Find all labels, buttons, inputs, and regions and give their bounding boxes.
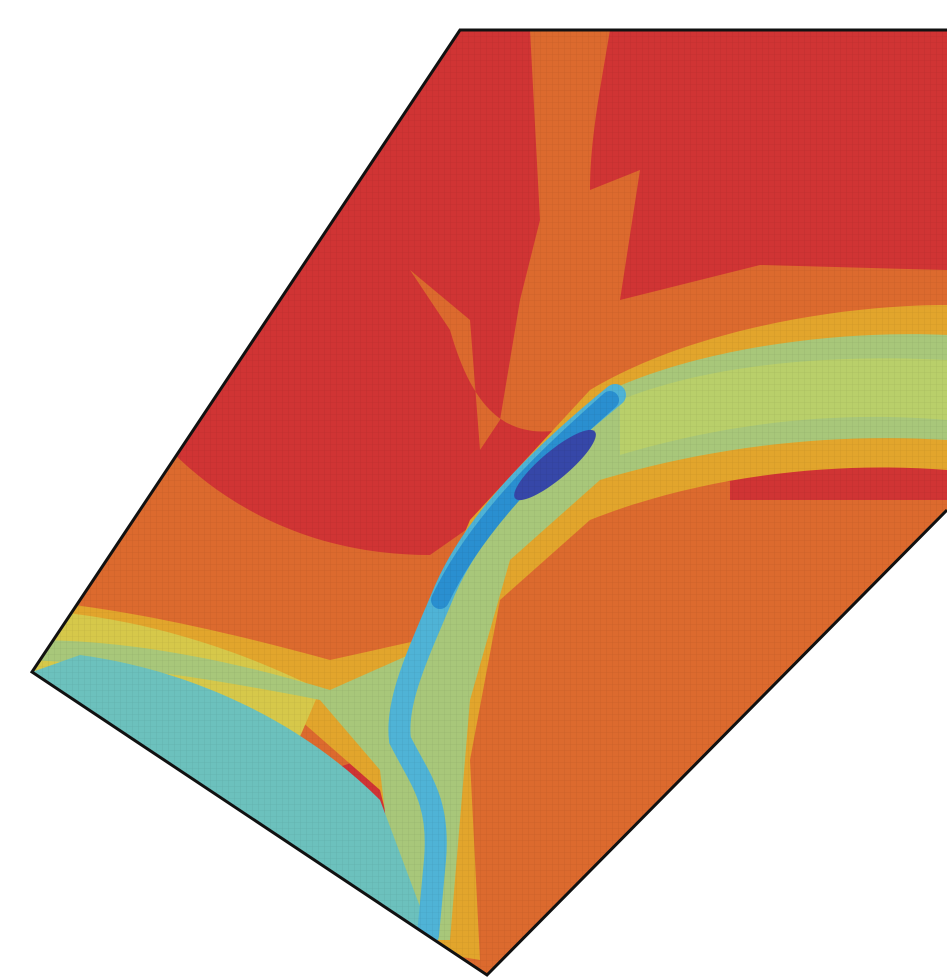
mesh-map: [0, 0, 947, 979]
page: {} (() => { const data = JSON.parse(docu…: [0, 0, 947, 979]
depth-field: [0, 0, 947, 979]
mesh-grid: [0, 0, 947, 979]
